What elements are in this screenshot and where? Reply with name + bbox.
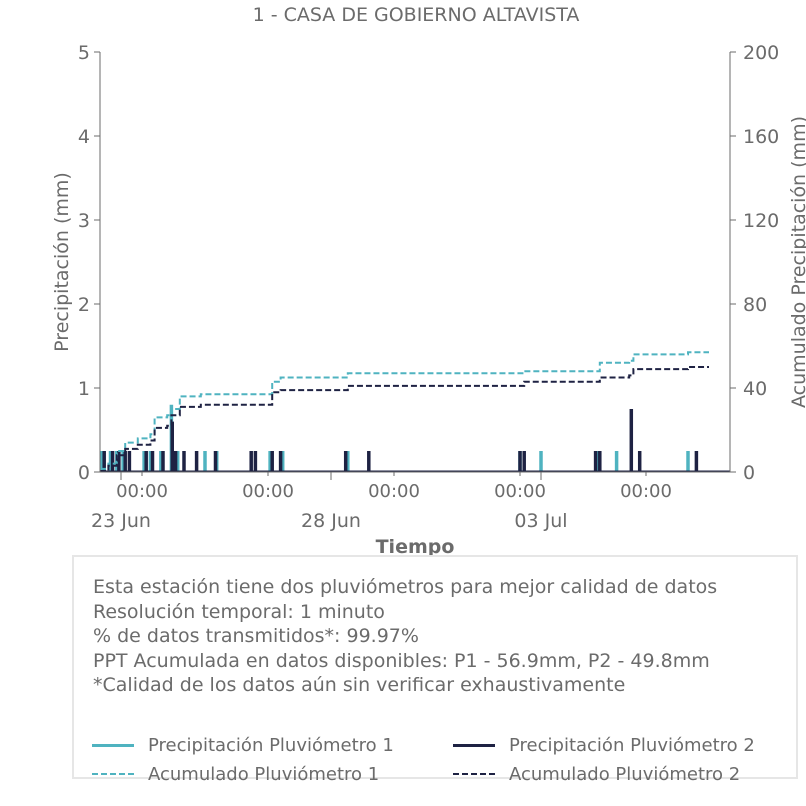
x-tick-label-time: 00:00 (368, 481, 420, 502)
info-line: Resolución temporal: 1 minuto (93, 600, 385, 623)
y-tick-label-left: 4 (78, 126, 90, 148)
info-line: PPT Acumulada en datos disponibles: P1 -… (93, 649, 710, 672)
cumulative-line-Acumulado Pluviómetro 2 (100, 366, 709, 472)
chart-title: 1 - CASA DE GOBIERNO ALTAVISTA (253, 4, 580, 26)
x-tick-label-time: 00:00 (494, 481, 546, 502)
y-tick-label-left: 1 (78, 378, 90, 400)
info-box: Esta estación tiene dos pluviómetros par… (72, 555, 798, 785)
legend-label: Precipitación Pluviómetro 1 (148, 734, 394, 756)
legend-label: Acumulado Pluviómetro 1 (148, 763, 380, 785)
series-Precipitación Pluviómetro 2 (102, 409, 699, 472)
legend-swatch-dashed-teal (92, 773, 134, 775)
y-tick-label-left: 5 (78, 42, 90, 64)
y-tick-label-right: 160 (743, 126, 779, 148)
y-tick-label-right: 0 (743, 462, 755, 484)
info-line: *Calidad de los datos aún sin verificar … (93, 674, 626, 696)
x-tick-label-date: 03 Jul (514, 510, 567, 532)
legend-item-p1-bar: Precipitación Pluviómetro 1 (92, 731, 394, 759)
y-tick-label-right: 40 (743, 378, 767, 400)
y-axis-label-left: Precipitación (mm) (51, 172, 73, 352)
cumulative-line-Acumulado Pluviómetro 1 (100, 351, 709, 470)
legend-swatch-solid-navy (453, 743, 495, 747)
legend-item-p2-acc: Acumulado Pluviómetro 2 (453, 760, 740, 788)
x-tick-label-date: 28 Jun (301, 510, 361, 532)
y-tick-label-right: 200 (743, 42, 779, 64)
legend-item-p2-bar: Precipitación Pluviómetro 2 (453, 731, 755, 759)
info-text: Esta estación tiene dos pluviómetros par… (93, 575, 717, 698)
precipitation-chart: 1 - CASA DE GOBIERNO ALTAVISTA 0 1 2 3 4 5 0 40… (51, 4, 806, 558)
info-line: Esta estación tiene dos pluviómetros par… (93, 576, 718, 598)
x-tick-label-time: 00:00 (242, 481, 294, 502)
y-tick-label-right: 120 (743, 210, 779, 232)
legend: Precipitación Pluviómetro 1 Precipitació… (92, 731, 792, 785)
legend-item-p1-acc: Acumulado Pluviómetro 1 (92, 760, 379, 788)
plot-area (100, 351, 730, 473)
info-line: % de datos transmitidos*: 99.97% (93, 625, 419, 647)
legend-label: Precipitación Pluviómetro 2 (509, 734, 755, 756)
y-axis-label-right: Acumulado Precipitación (mm) (788, 116, 806, 408)
x-tick-label-time: 00:00 (620, 481, 672, 502)
x-axis-label: Tiempo (376, 536, 455, 558)
axes: 0 1 2 3 4 5 0 40 80 120 160 200 00:00 00:00 00:00 00:00… (78, 42, 779, 532)
legend-label: Acumulado Pluviómetro 2 (509, 763, 741, 785)
y-tick-label-left: 2 (78, 294, 90, 316)
legend-swatch-dashed-navy (453, 773, 495, 775)
y-tick-label-left: 0 (78, 462, 90, 484)
x-tick-label-time: 00:00 (116, 481, 168, 502)
y-tick-label-right: 80 (743, 294, 767, 316)
y-tick-label-left: 3 (78, 210, 90, 232)
legend-swatch-solid-teal (92, 743, 134, 747)
x-tick-label-date: 23 Jun (91, 510, 151, 532)
